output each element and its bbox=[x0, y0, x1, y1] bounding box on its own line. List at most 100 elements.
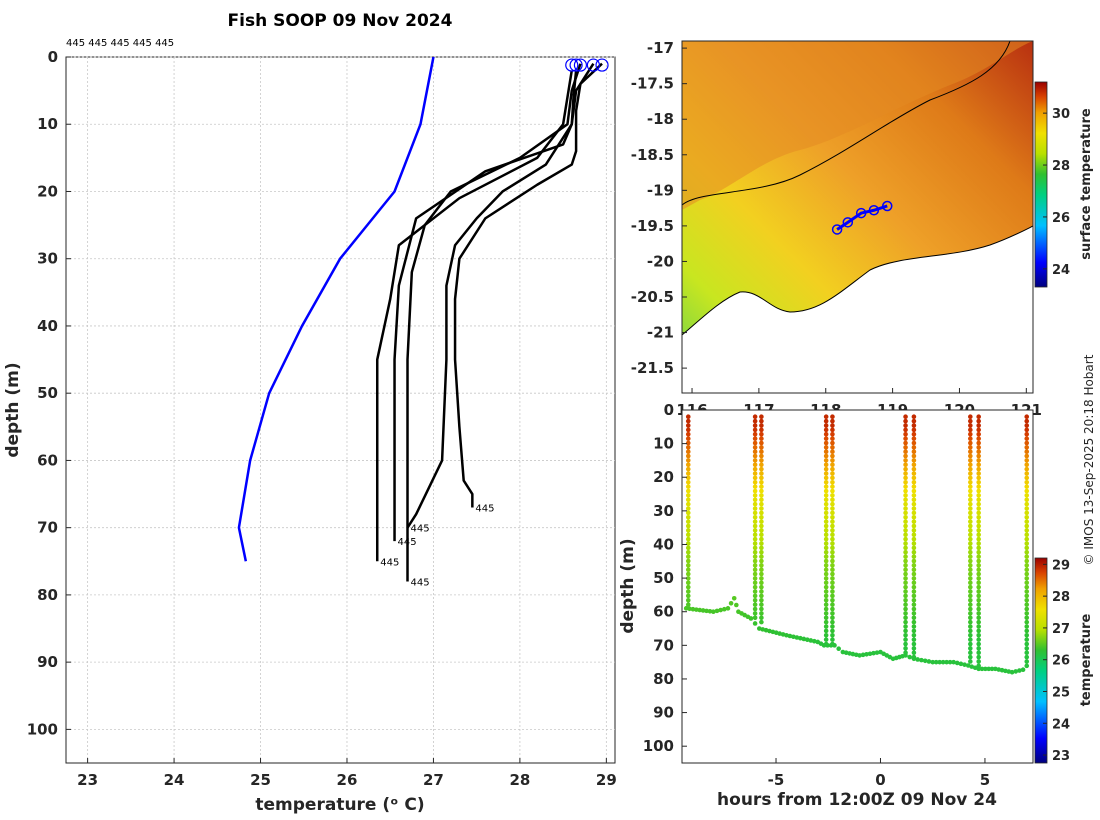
section-cast-dot bbox=[685, 597, 691, 603]
section-cast-dot bbox=[976, 431, 981, 437]
section-cast-dot bbox=[903, 545, 908, 551]
section-cast-dot bbox=[911, 545, 917, 551]
section-cast-dot bbox=[759, 471, 764, 476]
section-cast-dot bbox=[911, 589, 917, 594]
section-cast-dot bbox=[903, 528, 908, 533]
section-cast-dot bbox=[823, 602, 829, 607]
credit-text: © IMOS 13-Sep-2025 20:18 Hobart bbox=[1082, 354, 1096, 565]
section-cast-dot bbox=[685, 497, 691, 503]
section-cast-dot bbox=[752, 589, 758, 594]
section-cast-dot bbox=[911, 414, 917, 420]
section-cast-dot bbox=[911, 445, 917, 450]
section-bottom-dot bbox=[919, 657, 924, 663]
profile-xtick-label: 28 bbox=[509, 771, 530, 789]
section-cast-dot bbox=[976, 606, 981, 612]
section-cast-dot bbox=[976, 593, 981, 599]
section-bottom-dot bbox=[836, 646, 841, 651]
section-cast-dot bbox=[1024, 488, 1030, 494]
section-cast-dot bbox=[968, 445, 973, 450]
section-cast-dot bbox=[968, 597, 973, 603]
section-cast-dot bbox=[911, 418, 917, 424]
section-cast-dot bbox=[759, 475, 764, 481]
section-cast-dot bbox=[911, 641, 917, 647]
section-cast-dot bbox=[903, 571, 908, 577]
section-cast-dot bbox=[685, 545, 691, 551]
section-cast-dot bbox=[752, 545, 758, 551]
section-cast-dot bbox=[968, 493, 973, 498]
section-cast-dot bbox=[1024, 589, 1030, 594]
section-cast-dot bbox=[752, 458, 758, 463]
section-cast-dot bbox=[759, 589, 764, 594]
section-cast-dot bbox=[823, 619, 829, 625]
profile-ylabel: depth (m) bbox=[3, 362, 23, 457]
section-cast-dot bbox=[903, 602, 908, 607]
section-cast-dot bbox=[911, 497, 917, 503]
section-cast-dot bbox=[911, 567, 917, 572]
section-bottom-dot bbox=[784, 632, 789, 638]
section-cast-dot bbox=[759, 597, 764, 603]
climatology-line bbox=[237, 57, 435, 562]
section-cast-dot bbox=[911, 593, 917, 599]
section-ytick-label: 30 bbox=[653, 502, 674, 520]
section-bottom-dot bbox=[787, 633, 793, 639]
map-bathymetry-contour bbox=[682, 41, 1011, 206]
section-cast-dot bbox=[911, 602, 917, 607]
section-cast-dot bbox=[752, 606, 758, 612]
profile-ytick-label: 10 bbox=[37, 115, 58, 133]
section-cast-dot bbox=[968, 418, 973, 424]
section-bottom-dot bbox=[926, 659, 932, 664]
section-cast-dot bbox=[976, 563, 981, 568]
section-cast-dot bbox=[968, 576, 973, 581]
section-cast-dot bbox=[752, 466, 758, 472]
section-bottom-dot bbox=[979, 666, 985, 672]
section-cast-dot bbox=[976, 545, 981, 551]
section-cast-dot bbox=[1024, 484, 1030, 489]
section-cast-dot bbox=[823, 523, 829, 529]
section-cast-dot bbox=[1024, 436, 1030, 441]
section-bottom-dot bbox=[947, 659, 953, 665]
section-cast-dot bbox=[968, 641, 973, 647]
section-cast-dot bbox=[830, 549, 835, 555]
section-cast-dot bbox=[1024, 549, 1030, 555]
section-ytick-label: 20 bbox=[653, 468, 674, 486]
section-cast-dot bbox=[976, 418, 981, 424]
section-cast-dot bbox=[903, 558, 908, 564]
section-cast-dot bbox=[903, 436, 908, 441]
section-cast-dot bbox=[903, 440, 908, 446]
section-cast-dot bbox=[752, 484, 758, 489]
map-ytick-label: -19.5 bbox=[631, 217, 674, 235]
section-cast-dot bbox=[752, 514, 758, 520]
section-cast-dot bbox=[968, 654, 973, 660]
section-cast-dot bbox=[976, 576, 981, 581]
section-ytick-label: 0 bbox=[664, 401, 674, 419]
section-cast-dot bbox=[759, 545, 764, 551]
section-cast-dot bbox=[968, 567, 973, 572]
map-ytick-label: -19 bbox=[647, 181, 674, 199]
section-cast-dot bbox=[685, 436, 691, 441]
map-ytick-label: -20.5 bbox=[631, 288, 674, 306]
section-cast-dot bbox=[752, 462, 758, 468]
section-colorbar bbox=[1034, 557, 1048, 764]
section-cast-dot bbox=[1024, 423, 1030, 428]
section-cast-dot bbox=[903, 471, 908, 476]
section-cast-dot bbox=[1024, 493, 1030, 498]
section-cast-dot bbox=[968, 536, 973, 542]
section-cast-dot bbox=[759, 602, 764, 607]
section-cast-dot bbox=[1024, 641, 1030, 647]
section-cast-dot bbox=[911, 580, 917, 586]
section-cast-dot bbox=[759, 528, 764, 533]
section-cast-dot bbox=[976, 659, 981, 664]
section-cast-dot bbox=[685, 532, 691, 538]
section-cast-dot bbox=[968, 414, 973, 420]
section-cast-dot bbox=[830, 536, 835, 542]
section-cast-dot bbox=[752, 427, 758, 433]
section-cast-dot bbox=[968, 637, 973, 642]
section-cast-dot bbox=[903, 624, 908, 629]
section-cast-dot bbox=[1024, 501, 1030, 507]
section-cast-dot bbox=[976, 475, 981, 481]
section-cast-dot bbox=[823, 458, 829, 463]
map-ytick-label: -21 bbox=[647, 324, 674, 342]
section-cast-dot bbox=[976, 580, 981, 586]
section-cast-dot bbox=[752, 549, 758, 555]
section-cast-dot bbox=[830, 641, 835, 647]
